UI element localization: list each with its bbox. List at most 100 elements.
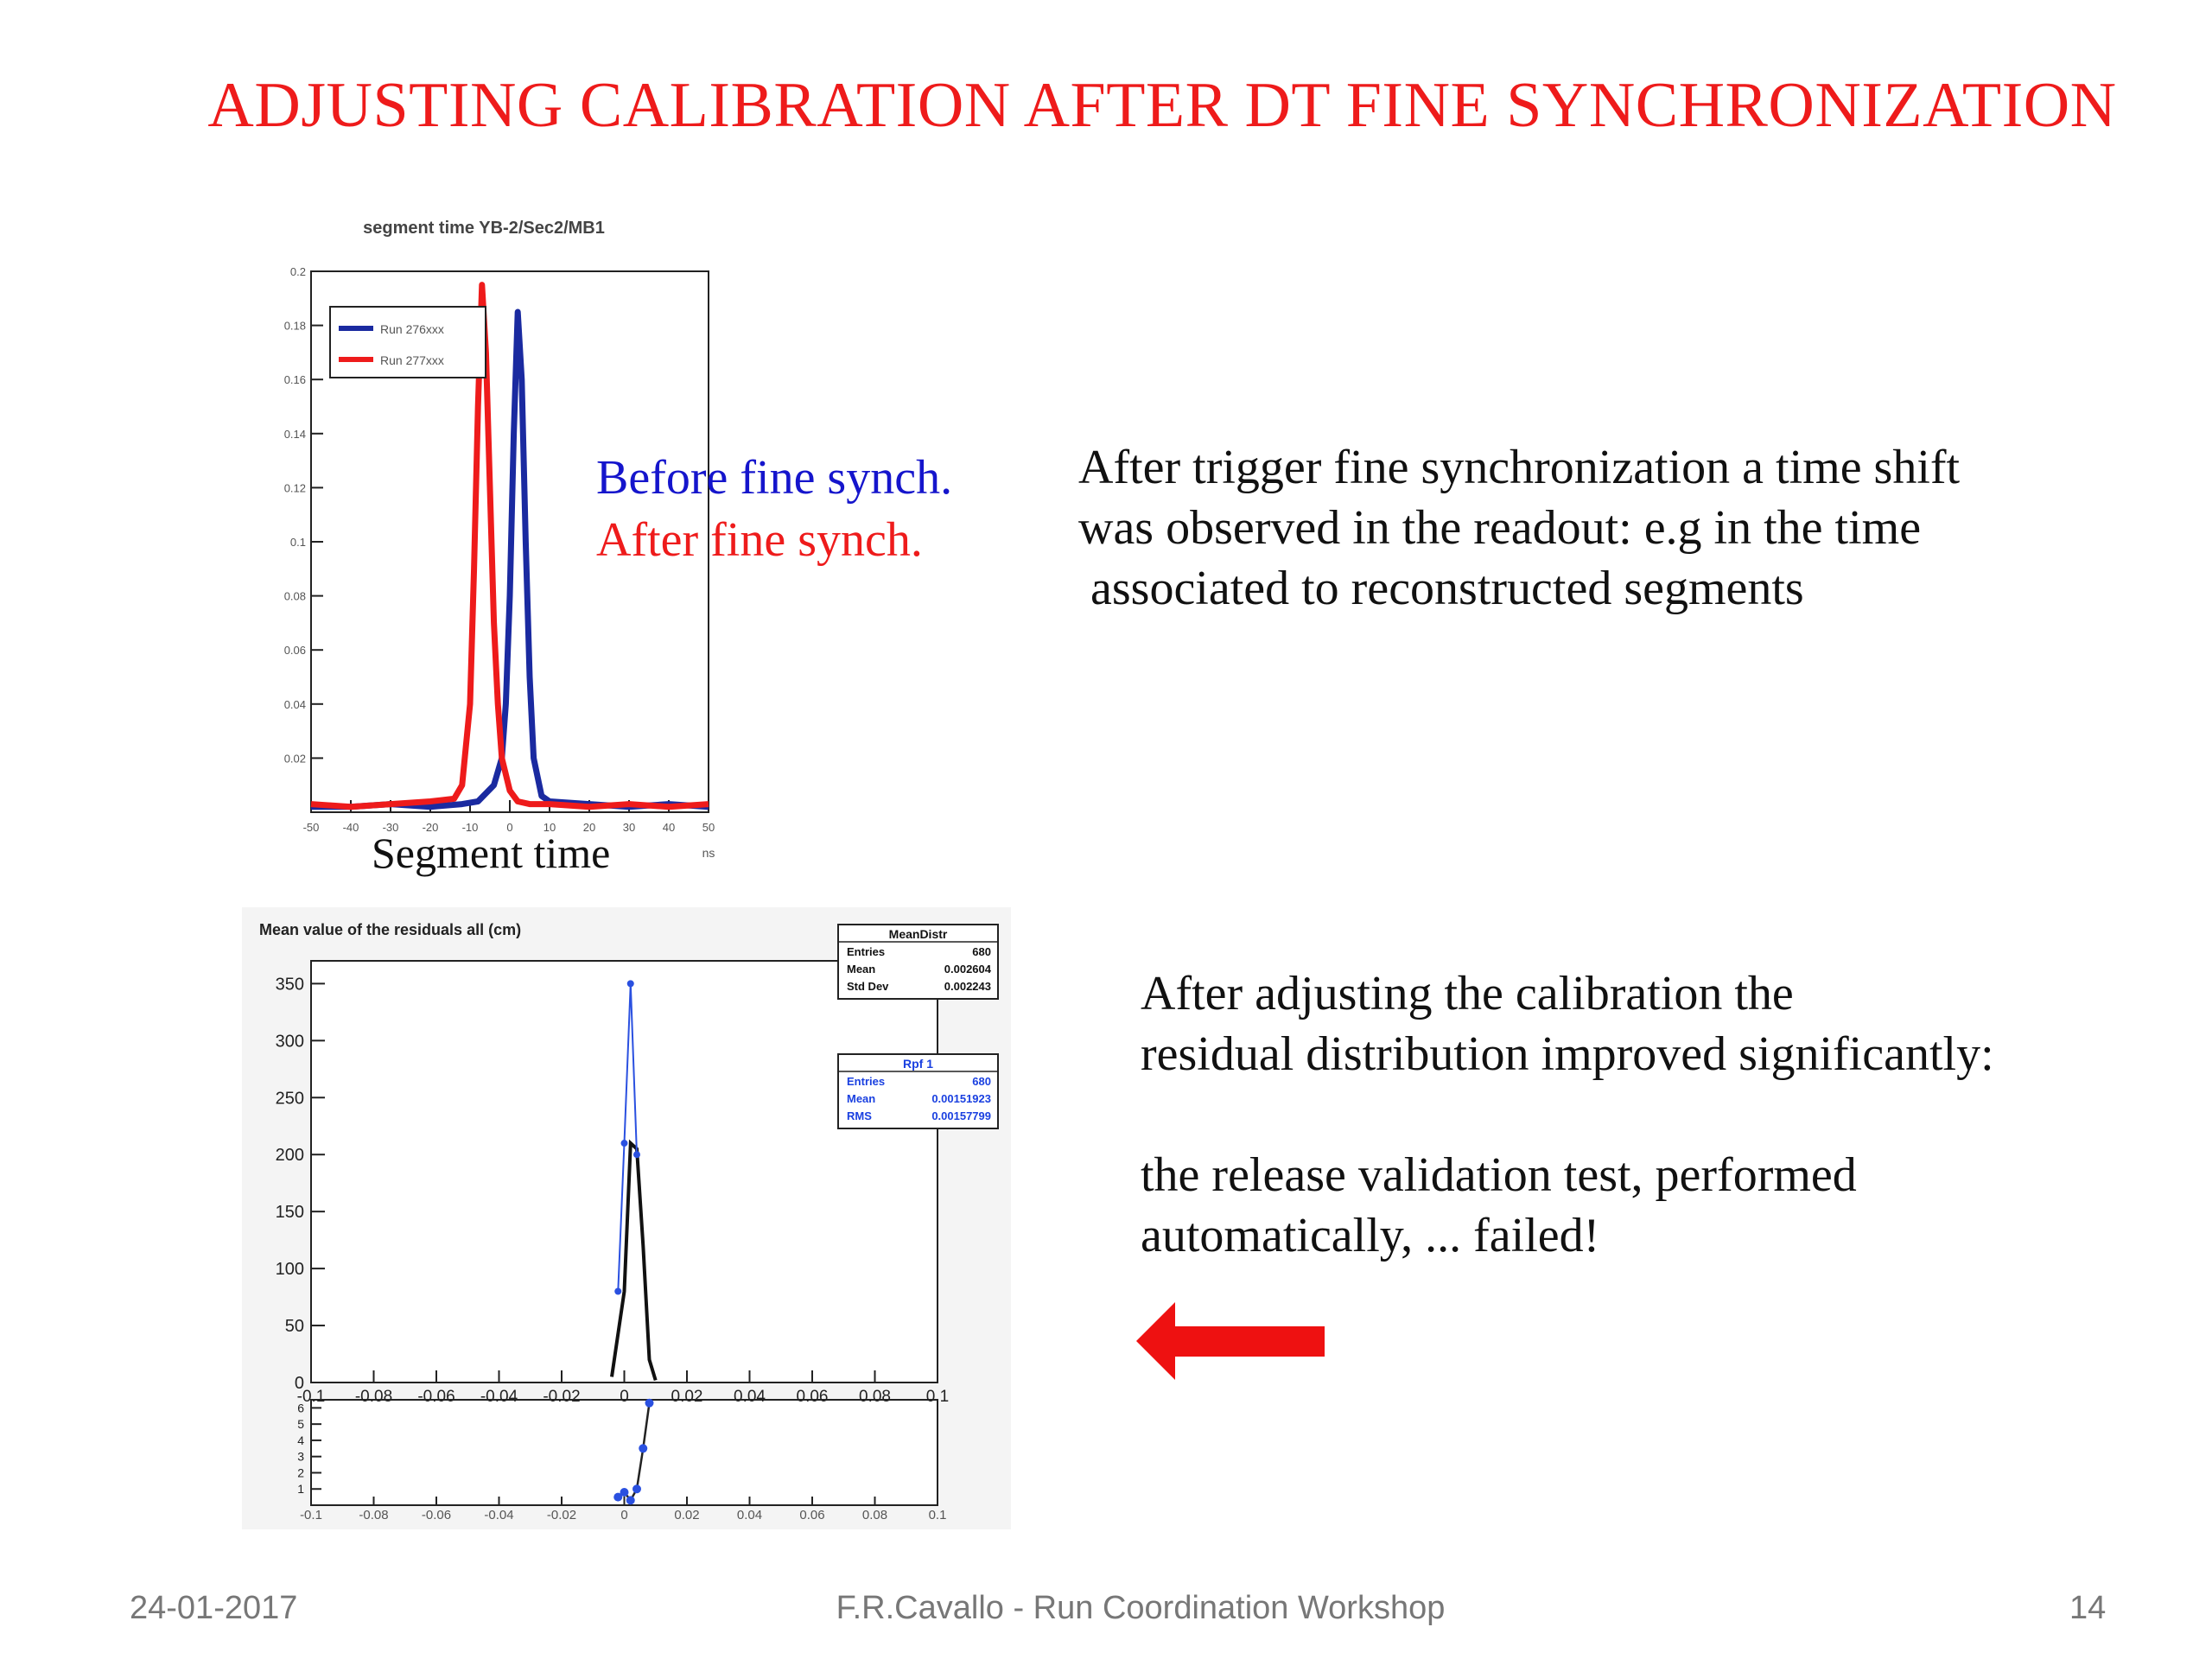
- x-tick-label: -0.02: [543, 1388, 580, 1406]
- chart-title: segment time YB-2/Sec2/MB1: [363, 219, 605, 238]
- stats-box-value: 680: [972, 945, 991, 958]
- stats-box-title: MeanDistr: [889, 927, 948, 941]
- x-tick-label: -40: [343, 821, 359, 834]
- footer-page-number: 14: [2069, 1590, 2107, 1626]
- stats-box: Rpf 1 Entries 680 Mean 0.00151923 RMS 0.001577…: [837, 1053, 999, 1129]
- x-tick-label: 0: [506, 821, 512, 834]
- x-tick-label: -0.02: [547, 1508, 576, 1522]
- main-plot-frame: [310, 960, 938, 1383]
- stats-box-value: 0.002604: [944, 963, 992, 976]
- stats-box-key: Std Dev: [847, 980, 889, 993]
- segment-time-chart: segment time YB-2/Sec2/MB1 0.02 0.04 0.06 0…: [284, 219, 715, 860]
- data-point: [614, 1287, 622, 1295]
- data-point: [645, 1398, 654, 1408]
- stats-box-frame: [837, 924, 999, 1000]
- x-tick-label: -30: [383, 821, 399, 834]
- x-tick-label: 0.02: [671, 1388, 703, 1406]
- x-tick-label: 50: [702, 821, 715, 834]
- x-tick-label: 0.08: [859, 1388, 891, 1406]
- chart-title: Mean value of the residuals all (cm): [259, 921, 521, 938]
- data-point: [620, 1140, 628, 1147]
- x-tick-label: 30: [623, 821, 635, 834]
- legend-entry: Run 277xxx: [380, 353, 444, 367]
- x-tick-label: 0.06: [799, 1508, 824, 1522]
- y-tick-label: 350: [276, 975, 304, 994]
- slide-title: ADJUSTING CALIBRATION AFTER DT FINE SYNC…: [207, 70, 2117, 141]
- paragraph-line: the release validation test, performed: [1141, 1148, 1857, 1202]
- y-tick-label: 2: [297, 1465, 304, 1479]
- y-tick-label: 0.04: [284, 698, 306, 711]
- y-tick-label: 300: [276, 1032, 304, 1051]
- ratio-plot-frame: [310, 1399, 938, 1506]
- y-tick-label: 250: [276, 1089, 304, 1108]
- stats-box-key: RMS: [847, 1109, 872, 1122]
- y-tick-label: 0.02: [284, 752, 306, 765]
- data-point: [639, 1444, 648, 1453]
- left-arrow-icon: [1136, 1302, 1325, 1380]
- data-point: [626, 1496, 635, 1505]
- legend-after-text: After fine synch.: [596, 513, 923, 567]
- x-tick-label: 0.04: [734, 1388, 766, 1406]
- stats-box: MeanDistr Entries 680 Mean 0.002604 Std Dev 0.…: [837, 924, 999, 1000]
- stats-box-key: Mean: [847, 1092, 875, 1105]
- x-axis-unit: ns: [702, 846, 715, 860]
- stats-box-title: Rpf 1: [903, 1057, 933, 1071]
- footer-center: F.R.Cavallo - Run Coordination Workshop: [836, 1590, 1446, 1626]
- y-tick-label: 3: [297, 1450, 304, 1464]
- paragraph-line: automatically, ... failed!: [1141, 1209, 1600, 1262]
- y-tick-label: 0.08: [284, 590, 306, 603]
- footer-date: 24-01-2017: [130, 1590, 298, 1626]
- paragraph-bottom: After adjusting the calibration the resi…: [1141, 963, 1994, 1266]
- series-line: [310, 282, 709, 810]
- legend-before-text: Before fine synch.: [596, 451, 953, 505]
- paragraph-line: was observed in the readout: e.g in the …: [1078, 501, 1922, 555]
- stats-box-frame: [837, 1053, 999, 1129]
- x-tick-label: -0.08: [355, 1388, 392, 1406]
- data-point: [626, 980, 634, 988]
- paragraph-top: After trigger fine synchronization a tim…: [1078, 437, 1960, 619]
- stats-box-value: 0.002243: [944, 980, 991, 993]
- paragraph-line: residual distribution improved significa…: [1141, 1027, 1994, 1081]
- legend-box: [329, 306, 486, 378]
- x-tick-label: -50: [303, 821, 320, 834]
- y-tick-label: 0.1: [290, 536, 306, 549]
- series-line: [617, 983, 638, 1292]
- paragraph-line: After trigger fine synchronization a tim…: [1078, 441, 1961, 494]
- y-tick-label: 0.12: [284, 481, 306, 494]
- x-tick-label: -0.06: [417, 1388, 454, 1406]
- y-tick-label: 0.18: [284, 320, 306, 333]
- x-tick-label: -0.04: [484, 1508, 513, 1522]
- paragraph-line: [1141, 1084, 1994, 1145]
- y-tick-label: 0.16: [284, 373, 306, 386]
- y-tick-label: 1: [297, 1482, 304, 1496]
- y-tick-label: 0.06: [284, 644, 306, 657]
- x-tick-label: 0.06: [797, 1388, 829, 1406]
- residuals-chart: Mean value of the residuals all (cm) 050…: [242, 907, 1011, 1529]
- x-tick-label: -0.08: [359, 1508, 388, 1522]
- y-tick-label: 0.14: [284, 428, 306, 441]
- y-tick-label: 0.2: [290, 265, 306, 278]
- x-tick-label: 40: [663, 821, 675, 834]
- data-point: [613, 1492, 623, 1502]
- y-tick-label: 6: [297, 1401, 304, 1414]
- paragraph-line: After adjusting the calibration the: [1141, 967, 1794, 1020]
- x-tick-label: -0.1: [297, 1388, 326, 1406]
- x-tick-label: 0.08: [862, 1508, 887, 1522]
- x-tick-label: -0.1: [300, 1508, 322, 1522]
- segment-time-label: Segment time: [372, 829, 611, 877]
- x-tick-label: -0.06: [422, 1508, 451, 1522]
- x-tick-label: -20: [423, 821, 439, 834]
- x-tick-label: 0.02: [674, 1508, 699, 1522]
- stats-box-key: Entries: [847, 945, 885, 958]
- stats-box-value: 0.00151923: [931, 1092, 991, 1105]
- y-tick-label: 100: [276, 1260, 304, 1279]
- x-tick-label: 0.1: [926, 1388, 949, 1406]
- x-tick-label: 0.1: [929, 1508, 947, 1522]
- y-tick-label: 200: [276, 1146, 304, 1165]
- stats-box-value: 0.00157799: [931, 1109, 991, 1122]
- y-tick-label: 150: [276, 1203, 304, 1222]
- x-tick-label: -10: [462, 821, 479, 834]
- y-tick-label: 4: [297, 1433, 304, 1447]
- y-tick-label: 50: [285, 1317, 304, 1336]
- x-tick-label: 0.04: [737, 1508, 762, 1522]
